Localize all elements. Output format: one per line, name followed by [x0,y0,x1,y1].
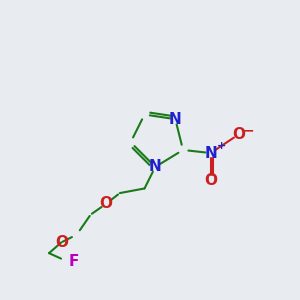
Text: +: + [217,141,226,151]
Text: O: O [232,127,245,142]
Text: N: N [204,146,217,160]
Text: O: O [55,235,68,250]
Text: O: O [204,173,217,188]
Text: F: F [68,254,79,269]
Text: N: N [149,159,162,174]
Text: O: O [100,196,112,211]
Text: N: N [169,112,182,127]
Text: −: − [243,124,254,138]
